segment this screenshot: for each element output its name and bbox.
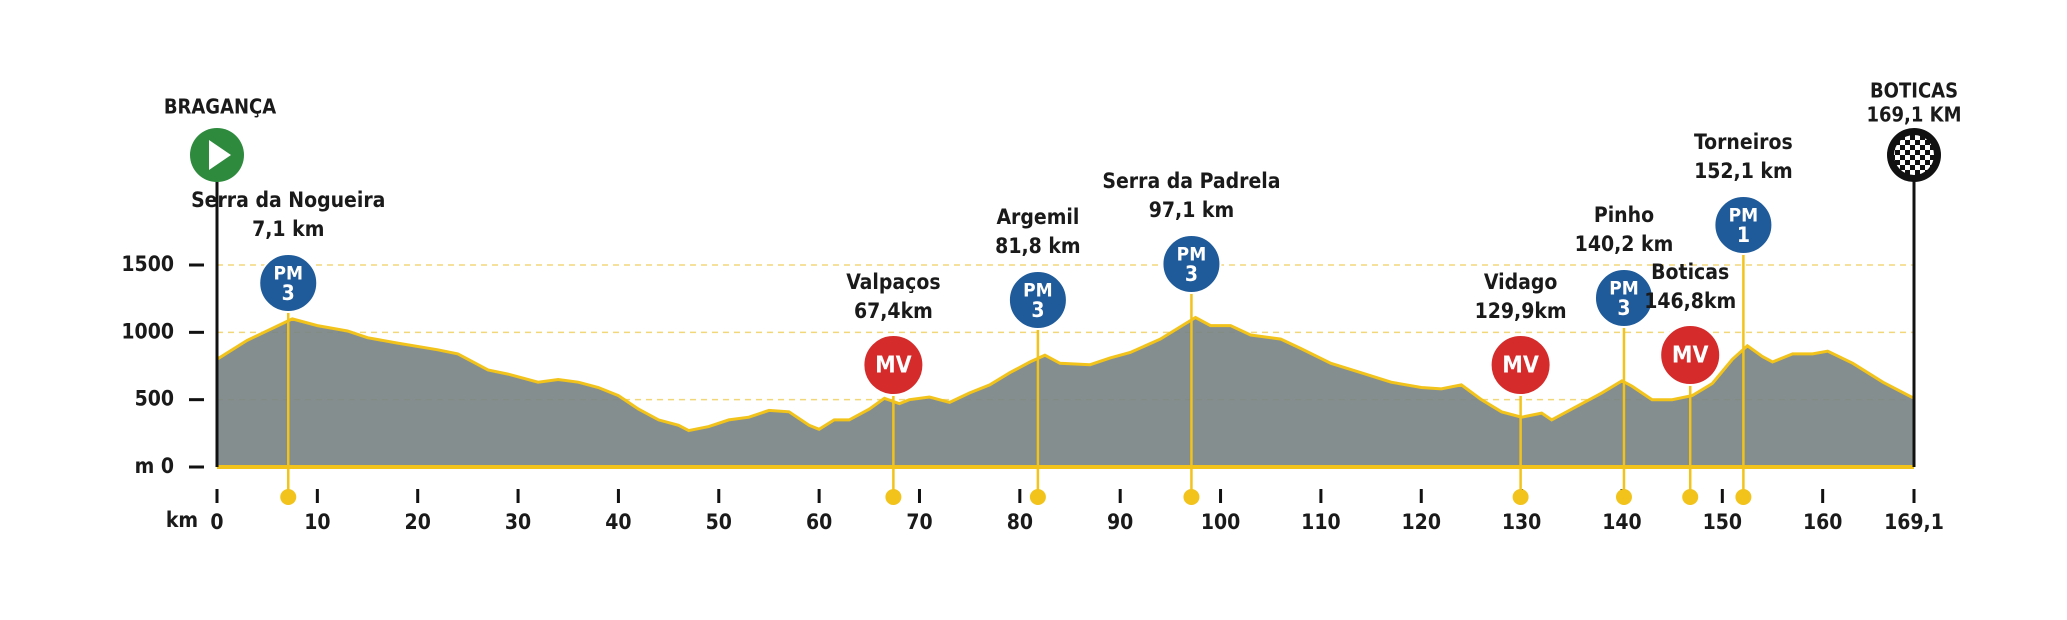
x-tick-label: 40 (605, 510, 631, 534)
x-tick-label: 10 (304, 510, 330, 534)
x-tick-label: 70 (906, 510, 932, 534)
marker-dot (1512, 489, 1529, 505)
marker-dot (1029, 489, 1046, 505)
badge-type: PM (1177, 244, 1207, 266)
badge-type: PM (1023, 280, 1053, 302)
point-name: Vidago (1484, 270, 1558, 294)
badge (1489, 334, 1552, 396)
x-tick-label: 0 (210, 510, 223, 534)
x-axis-label: km (166, 508, 198, 532)
point-km: 129,9km (1475, 299, 1567, 323)
finish-icon (1894, 135, 1934, 175)
marker-dot (280, 489, 297, 505)
badge-category: 1 (1737, 223, 1750, 247)
point-km: 140,2 km (1575, 232, 1674, 256)
badge-type: MV (875, 353, 912, 379)
start-name: BRAGANÇA (164, 95, 276, 119)
point-km: 81,8 km (995, 234, 1080, 258)
point-km: 67,4km (854, 299, 933, 323)
profile-line (216, 315, 1915, 433)
x-tick-label: 60 (806, 510, 832, 534)
badge (862, 334, 925, 396)
point-km: 97,1 km (1149, 198, 1234, 222)
badge-type: PM (1609, 278, 1639, 300)
badge (1713, 195, 1774, 255)
point-name: Pinho (1594, 203, 1654, 227)
badge-type: PM (1729, 205, 1759, 227)
badge (1007, 270, 1068, 330)
badge (1593, 268, 1654, 328)
badge (258, 253, 319, 313)
finish-name: BOTICAS (1870, 79, 1958, 103)
badge-category: 3 (1185, 262, 1198, 286)
point-name: Serra da Padrela (1102, 169, 1280, 193)
point-km: 152,1 km (1694, 159, 1793, 183)
x-tick-label: 160 (1803, 510, 1842, 534)
point-km: 146,8km (1644, 289, 1736, 313)
x-tick-label: 130 (1502, 510, 1541, 534)
area-fill (217, 317, 1914, 467)
badge (1161, 234, 1222, 294)
x-tick-label: 100 (1201, 510, 1240, 534)
x-tick-label: 120 (1402, 510, 1441, 534)
marker-dot (1615, 489, 1632, 505)
y-tick-label: 1500 (121, 252, 174, 276)
badge-type: MV (1502, 353, 1539, 379)
badge-type: MV (1672, 343, 1709, 369)
point-name: Torneiros (1694, 130, 1793, 154)
x-tick-label: 150 (1703, 510, 1742, 534)
point-name: Boticas (1651, 260, 1729, 284)
x-tick-label: 50 (706, 510, 732, 534)
x-tick-label: 140 (1602, 510, 1641, 534)
x-tick-label: 90 (1107, 510, 1133, 534)
marker-dot (885, 489, 902, 505)
y-tick-label: 1000 (121, 319, 174, 343)
x-tick-label: 80 (1007, 510, 1033, 534)
marker-dot (1735, 489, 1752, 505)
badge (1659, 324, 1722, 386)
start-arrow (209, 140, 231, 170)
finish-km: 169,1 KM (1866, 103, 1961, 127)
x-tick-label: 110 (1301, 510, 1340, 534)
badge-category: 3 (1617, 296, 1630, 320)
point-km: 7,1 km (252, 217, 324, 241)
x-tick-label: 20 (405, 510, 431, 534)
point-name: Serra da Nogueira (191, 188, 385, 212)
y-tick-label: 500 (135, 387, 174, 411)
x-tick-label: 30 (505, 510, 531, 534)
badge-category: 3 (1031, 298, 1044, 322)
point-name: Argemil (996, 205, 1079, 229)
y-tick-label: m 0 (135, 454, 174, 478)
x-tick-label: 169,1 (1884, 510, 1944, 534)
badge-category: 3 (282, 281, 295, 305)
badge-type: PM (273, 263, 303, 285)
marker-dot (1682, 489, 1699, 505)
marker-dot (1183, 489, 1200, 505)
point-name: Valpaços (846, 270, 940, 294)
